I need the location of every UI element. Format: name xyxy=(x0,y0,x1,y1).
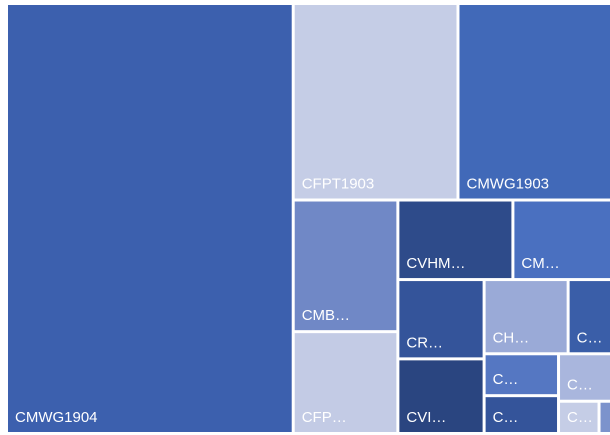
tile-label: CR… xyxy=(406,334,443,351)
tile: CVI… xyxy=(399,360,483,432)
tile: C… xyxy=(560,402,598,432)
tile-label: C… xyxy=(493,371,519,388)
tile: CVHM… xyxy=(399,201,512,279)
tile-rect xyxy=(459,5,610,199)
tile: C… xyxy=(569,281,610,353)
tile: C… xyxy=(485,397,558,432)
tile: CMWG1903 xyxy=(459,5,610,199)
tile xyxy=(600,402,610,432)
tile: CR… xyxy=(399,281,483,358)
tile-label: CVHM… xyxy=(406,255,465,272)
tile-rect xyxy=(294,333,397,432)
tile-rect xyxy=(485,281,567,353)
tile-label: CM… xyxy=(521,255,559,272)
tile-rect xyxy=(8,5,292,432)
tile-label: C… xyxy=(567,409,593,426)
tile-label: CMB… xyxy=(302,307,350,324)
tile-rect xyxy=(399,281,483,358)
tile-rect xyxy=(560,402,598,432)
tile-label: CMWG1903 xyxy=(466,176,549,193)
tile-label: CMWG1904 xyxy=(15,409,98,426)
tile-label: CFPT1903 xyxy=(302,176,375,193)
tile: CM… xyxy=(514,201,610,279)
tile-rect xyxy=(485,355,558,395)
tile-rect xyxy=(399,201,512,279)
tile-rect xyxy=(600,402,610,432)
tile-rect xyxy=(485,397,558,432)
tile: C… xyxy=(485,355,558,395)
tile-label: CFP… xyxy=(302,409,347,426)
tile-label: C… xyxy=(577,329,603,346)
tile: C… xyxy=(560,355,610,400)
tile-rect xyxy=(399,360,483,432)
tile-rect xyxy=(294,201,397,331)
tile-rect xyxy=(560,355,610,400)
tile: CMWG1904 xyxy=(8,5,292,432)
tile-label: CVI… xyxy=(406,409,446,426)
tile: CMB… xyxy=(294,201,397,331)
tile: CFP… xyxy=(294,333,397,432)
tile-label: C… xyxy=(567,377,593,394)
tile-label: CH… xyxy=(493,329,530,346)
tile-rect xyxy=(569,281,610,353)
tile: CFPT1903 xyxy=(294,5,457,199)
tile-rect xyxy=(294,5,457,199)
tile: CH… xyxy=(485,281,567,353)
tile-rect xyxy=(514,201,610,279)
tile-label: C… xyxy=(493,409,519,426)
